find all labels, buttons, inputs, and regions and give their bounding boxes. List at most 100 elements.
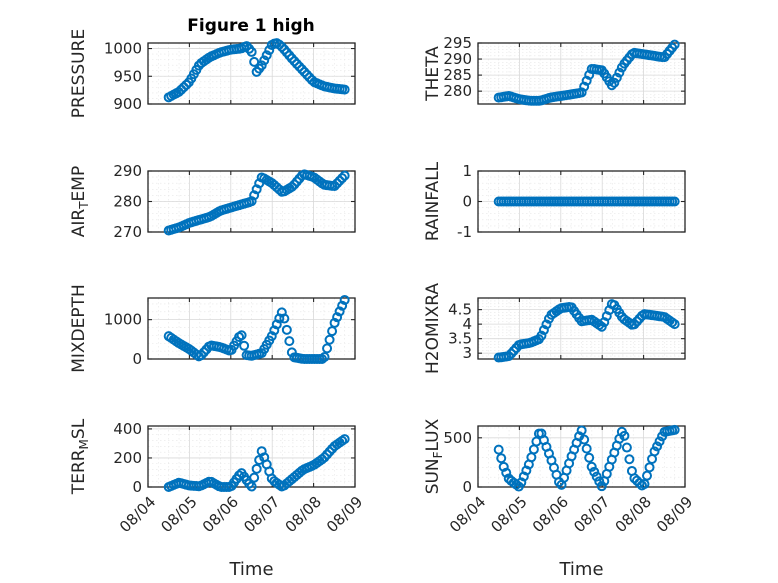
y-tick-label: 290 [443,50,472,68]
data-point [286,347,297,358]
data-point [596,481,607,492]
data-point [246,196,257,207]
data-point [584,452,595,463]
data-point [619,430,630,441]
data-point [669,424,680,435]
data-point [322,343,333,354]
y-tick-label: 3.5 [448,330,472,348]
y-tick-label: 1000 [104,40,142,58]
data-point [528,444,539,455]
data-point [329,317,340,328]
data-point [581,75,592,86]
x-tick-label: 08/07 [570,493,613,536]
y-tick-label: 290 [113,162,142,180]
data-point [259,55,270,66]
y-tick-label: 280 [443,82,472,100]
data-point [264,45,275,56]
data-point [579,81,590,92]
data-point [538,325,549,336]
data-point [501,467,512,478]
data-point [337,173,348,184]
axes-5: 0 1000 MIXDEPTH [69,284,356,373]
data-point [503,351,514,362]
y-tick-label: 900 [113,95,142,113]
data-point [239,340,250,351]
data-point [246,46,257,57]
x-tick-label: 08/08 [282,493,325,536]
y-axis-label: H2OMIXRA [423,283,443,374]
x-axis-label: Time [228,559,273,580]
data-point [649,446,660,457]
data-point [536,330,547,341]
data-point [606,80,617,91]
data-point [339,84,350,95]
data-point [639,479,650,490]
data-point [251,184,262,195]
x-tick-label: 08/05 [157,493,200,536]
y-axis-label: RAINFALL [423,161,443,241]
data-point [334,306,345,317]
axes-box [477,297,686,360]
y-tick-label: 0 [132,478,142,496]
data-point [256,60,267,71]
data-point [291,58,302,69]
x-tick-label: 08/04 [116,493,159,536]
x-tick-label: 08/04 [446,493,489,536]
data-point [286,181,297,192]
data-point [614,67,625,78]
data-point [579,434,590,445]
axes-box [147,42,356,105]
y-axis-label: SUNFLUX [423,418,445,494]
data-point [609,77,620,88]
data-point [299,66,310,77]
data-point [644,462,655,473]
y-axis-label: PRESSURE [69,29,89,118]
y-tick-label: 1000 [104,311,142,329]
data-point [334,175,345,186]
x-axis-label: Time [558,559,603,580]
data-point [251,463,262,474]
y-tick-label: 1 [462,162,472,180]
y-tick-label: 200 [113,449,142,467]
y-tick-label: 285 [443,66,472,84]
data-point [296,64,307,75]
data-point [594,476,605,487]
data-point [281,324,292,335]
axes-6: 33.544.5 H2OMIXRA [423,283,686,374]
data-point [339,170,350,181]
data-point [581,443,592,454]
data-point [327,326,338,337]
y-tick-label: 0 [462,193,472,211]
data-point [621,442,632,453]
data-point [181,79,192,90]
x-tick-label: 08/07 [240,493,283,536]
y-tick-label: 500 [443,429,472,447]
data-point [576,87,587,98]
data-point [294,61,305,72]
data-point [634,478,645,489]
y-tick-label: 0 [132,350,142,368]
y-axis-label: THETA [423,46,443,102]
data-point [493,444,504,455]
data-point [669,196,680,207]
data-point [246,481,257,492]
data-point [236,330,247,341]
figure-title: Figure 1 high [187,16,315,36]
y-tick-label: 270 [113,223,142,241]
y-tick-label: 4.5 [448,301,472,319]
data-point [591,471,602,482]
y-tick-label: -1 [457,223,472,241]
data-point [301,69,312,80]
data-point [261,50,272,61]
data-point [254,455,265,466]
data-point [234,470,245,481]
data-point [266,331,277,342]
data-point [584,69,595,80]
data-point [624,454,635,465]
data-point [337,300,348,311]
data-point [339,434,350,445]
data-point [324,334,335,345]
data-point [329,180,340,191]
